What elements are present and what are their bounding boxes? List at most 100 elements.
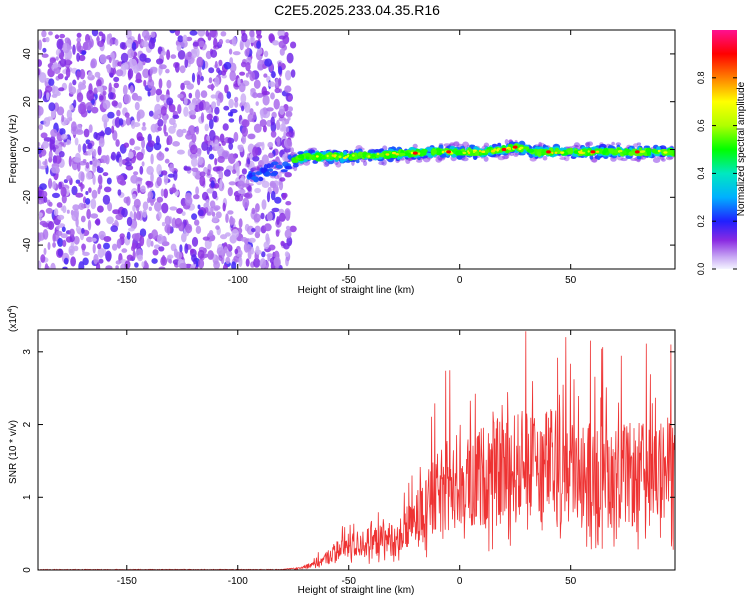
spectrogram-noise-blob [92, 243, 96, 254]
spectrogram-noise-blob [134, 101, 140, 111]
spectrogram-signal-blob [615, 142, 622, 146]
spectrogram-noise-blob [285, 201, 292, 206]
spectrogram-signal-spot [497, 147, 501, 150]
spectrogram-noise-blob [56, 225, 60, 231]
spectrogram-noise-blob [57, 248, 63, 257]
spectrogram-noise-blob [148, 110, 154, 117]
spectrogram-noise-blob [102, 194, 111, 205]
spectrogram-noise-blob [273, 98, 280, 110]
spectrogram-noise-blob [76, 92, 84, 103]
spectrogram-noise-blob [137, 254, 144, 262]
spectrogram-noise-blob [224, 84, 229, 94]
spectrogram-noise-blob [275, 229, 280, 237]
spectrogram-noise-blob [86, 236, 93, 243]
spectrogram-noise-blob [112, 58, 117, 70]
spectrogram-noise-blob [135, 72, 142, 83]
spectrogram-signal-blob [461, 157, 469, 162]
spectrogram-noise-blob [93, 253, 99, 265]
spectrogram-signal-blob [612, 149, 620, 154]
spectrogram-signal-blob [652, 157, 661, 163]
spectrogram-noise-blob [85, 198, 91, 205]
spectrogram-noise-blob [247, 133, 256, 140]
spectrogram-noise-blob [112, 67, 117, 75]
spectrogram-noise-blob [284, 229, 292, 239]
spectrogram-noise-blob [211, 211, 216, 217]
spectrogram-noise-blob [49, 139, 55, 151]
spectrogram-noise-blob [190, 144, 198, 155]
spectrogram-noise-blob [173, 248, 178, 258]
spectrogram-noise-blob [82, 257, 89, 266]
spectrogram-signal-blob [585, 142, 589, 147]
spectrogram-signal-blob [399, 152, 406, 156]
spectrogram-noise-blob [206, 135, 211, 142]
spectrogram-noise-blob [181, 128, 187, 134]
spectrogram-noise-blob [240, 93, 247, 104]
spectrogram-noise-blob [177, 104, 182, 115]
spectrogram-noise-blob [279, 48, 285, 56]
spectrogram-noise-blob [237, 180, 246, 190]
spectrogram-noise-blob [65, 59, 71, 65]
spectrogram-noise-blob [105, 250, 112, 262]
spectrogram-noise-blob [241, 126, 248, 137]
spectrogram-noise-blob [109, 72, 114, 78]
spectrogram-noise-blob [59, 33, 66, 39]
snr-xtick-label: -100 [228, 576, 248, 587]
spectrogram-noise-blob [82, 143, 87, 154]
spectrogram-noise-blob [113, 82, 120, 89]
spectrogram-noise-blob [97, 145, 102, 156]
spectrogram-noise-blob [191, 167, 199, 172]
colorbar-tick-label: 0.0 [696, 263, 706, 276]
spectrogram-noise-blob [247, 158, 251, 165]
spectrogram-noise-blob [206, 188, 215, 194]
spectrogram-noise-blob [266, 107, 274, 112]
spectrogram-noise-blob [267, 141, 274, 148]
spectrogram-noise-blob [259, 258, 267, 269]
spectrogram-signal-blob [421, 150, 427, 156]
spectrogram-noise-blob [261, 180, 270, 188]
spectrogram-noise-blob [183, 166, 192, 171]
spectrogram-noise-blob [225, 39, 231, 44]
spectrogram-noise-blob [47, 242, 51, 250]
spectrogram-noise-blob [94, 71, 101, 78]
spectrogram-noise-blob [147, 140, 155, 148]
spectrogram-noise-blob [133, 198, 141, 209]
spectrogram-noise-blob [214, 76, 220, 87]
spectrogram-noise-blob [98, 258, 104, 264]
spectrogram-noise-blob [251, 207, 256, 215]
spectrogram-noise-blob [281, 119, 286, 131]
spectrogram-noise-blob [116, 174, 125, 185]
spectrogram-noise-blob [86, 89, 95, 101]
spectrogram-noise-blob [48, 78, 55, 86]
spectrogram-noise-blob [45, 85, 53, 93]
spectrogram-noise-blob [246, 244, 252, 252]
spectrogram-noise-blob [249, 71, 256, 82]
spectrogram-noise-blob [252, 146, 258, 158]
spectrogram-noise-blob [290, 41, 297, 49]
snr-ytick-label: 0 [22, 567, 33, 573]
spectrogram-noise-blob [46, 116, 54, 121]
spectrogram-noise-blob [218, 38, 224, 45]
spectrogram-noise-blob [234, 100, 239, 108]
spectrogram-noise-blob [110, 225, 118, 233]
spectrogram-noise-blob [53, 102, 60, 112]
spectrogram-xtick-label: 0 [457, 275, 463, 286]
spectrogram-noise-blob [237, 189, 246, 194]
spectrogram-noise-blob [147, 191, 154, 200]
spectrogram-noise-blob [55, 230, 63, 236]
spectrogram-noise-blob [269, 182, 277, 189]
spectrogram-noise-blob [90, 213, 99, 219]
spectrogram-signal-spot [618, 149, 623, 153]
spectrogram-noise-blob [169, 163, 175, 172]
spectrogram-noise-blob [208, 153, 215, 160]
spectrogram-noise-blob [131, 41, 137, 51]
spectrogram-noise-blob [256, 92, 264, 98]
spectrogram-signal-blob [252, 175, 257, 181]
spectrogram-noise-blob [97, 131, 106, 137]
spectrogram-noise-blob [38, 89, 41, 99]
spectrogram-noise-blob [154, 110, 158, 116]
spectrogram-noise-blob [117, 189, 122, 196]
spectrogram-noise-blob [178, 262, 187, 269]
spectrogram-noise-blob [40, 132, 48, 139]
spectrogram-noise-blob [209, 144, 213, 152]
spectrogram-noise-blob [56, 38, 64, 50]
